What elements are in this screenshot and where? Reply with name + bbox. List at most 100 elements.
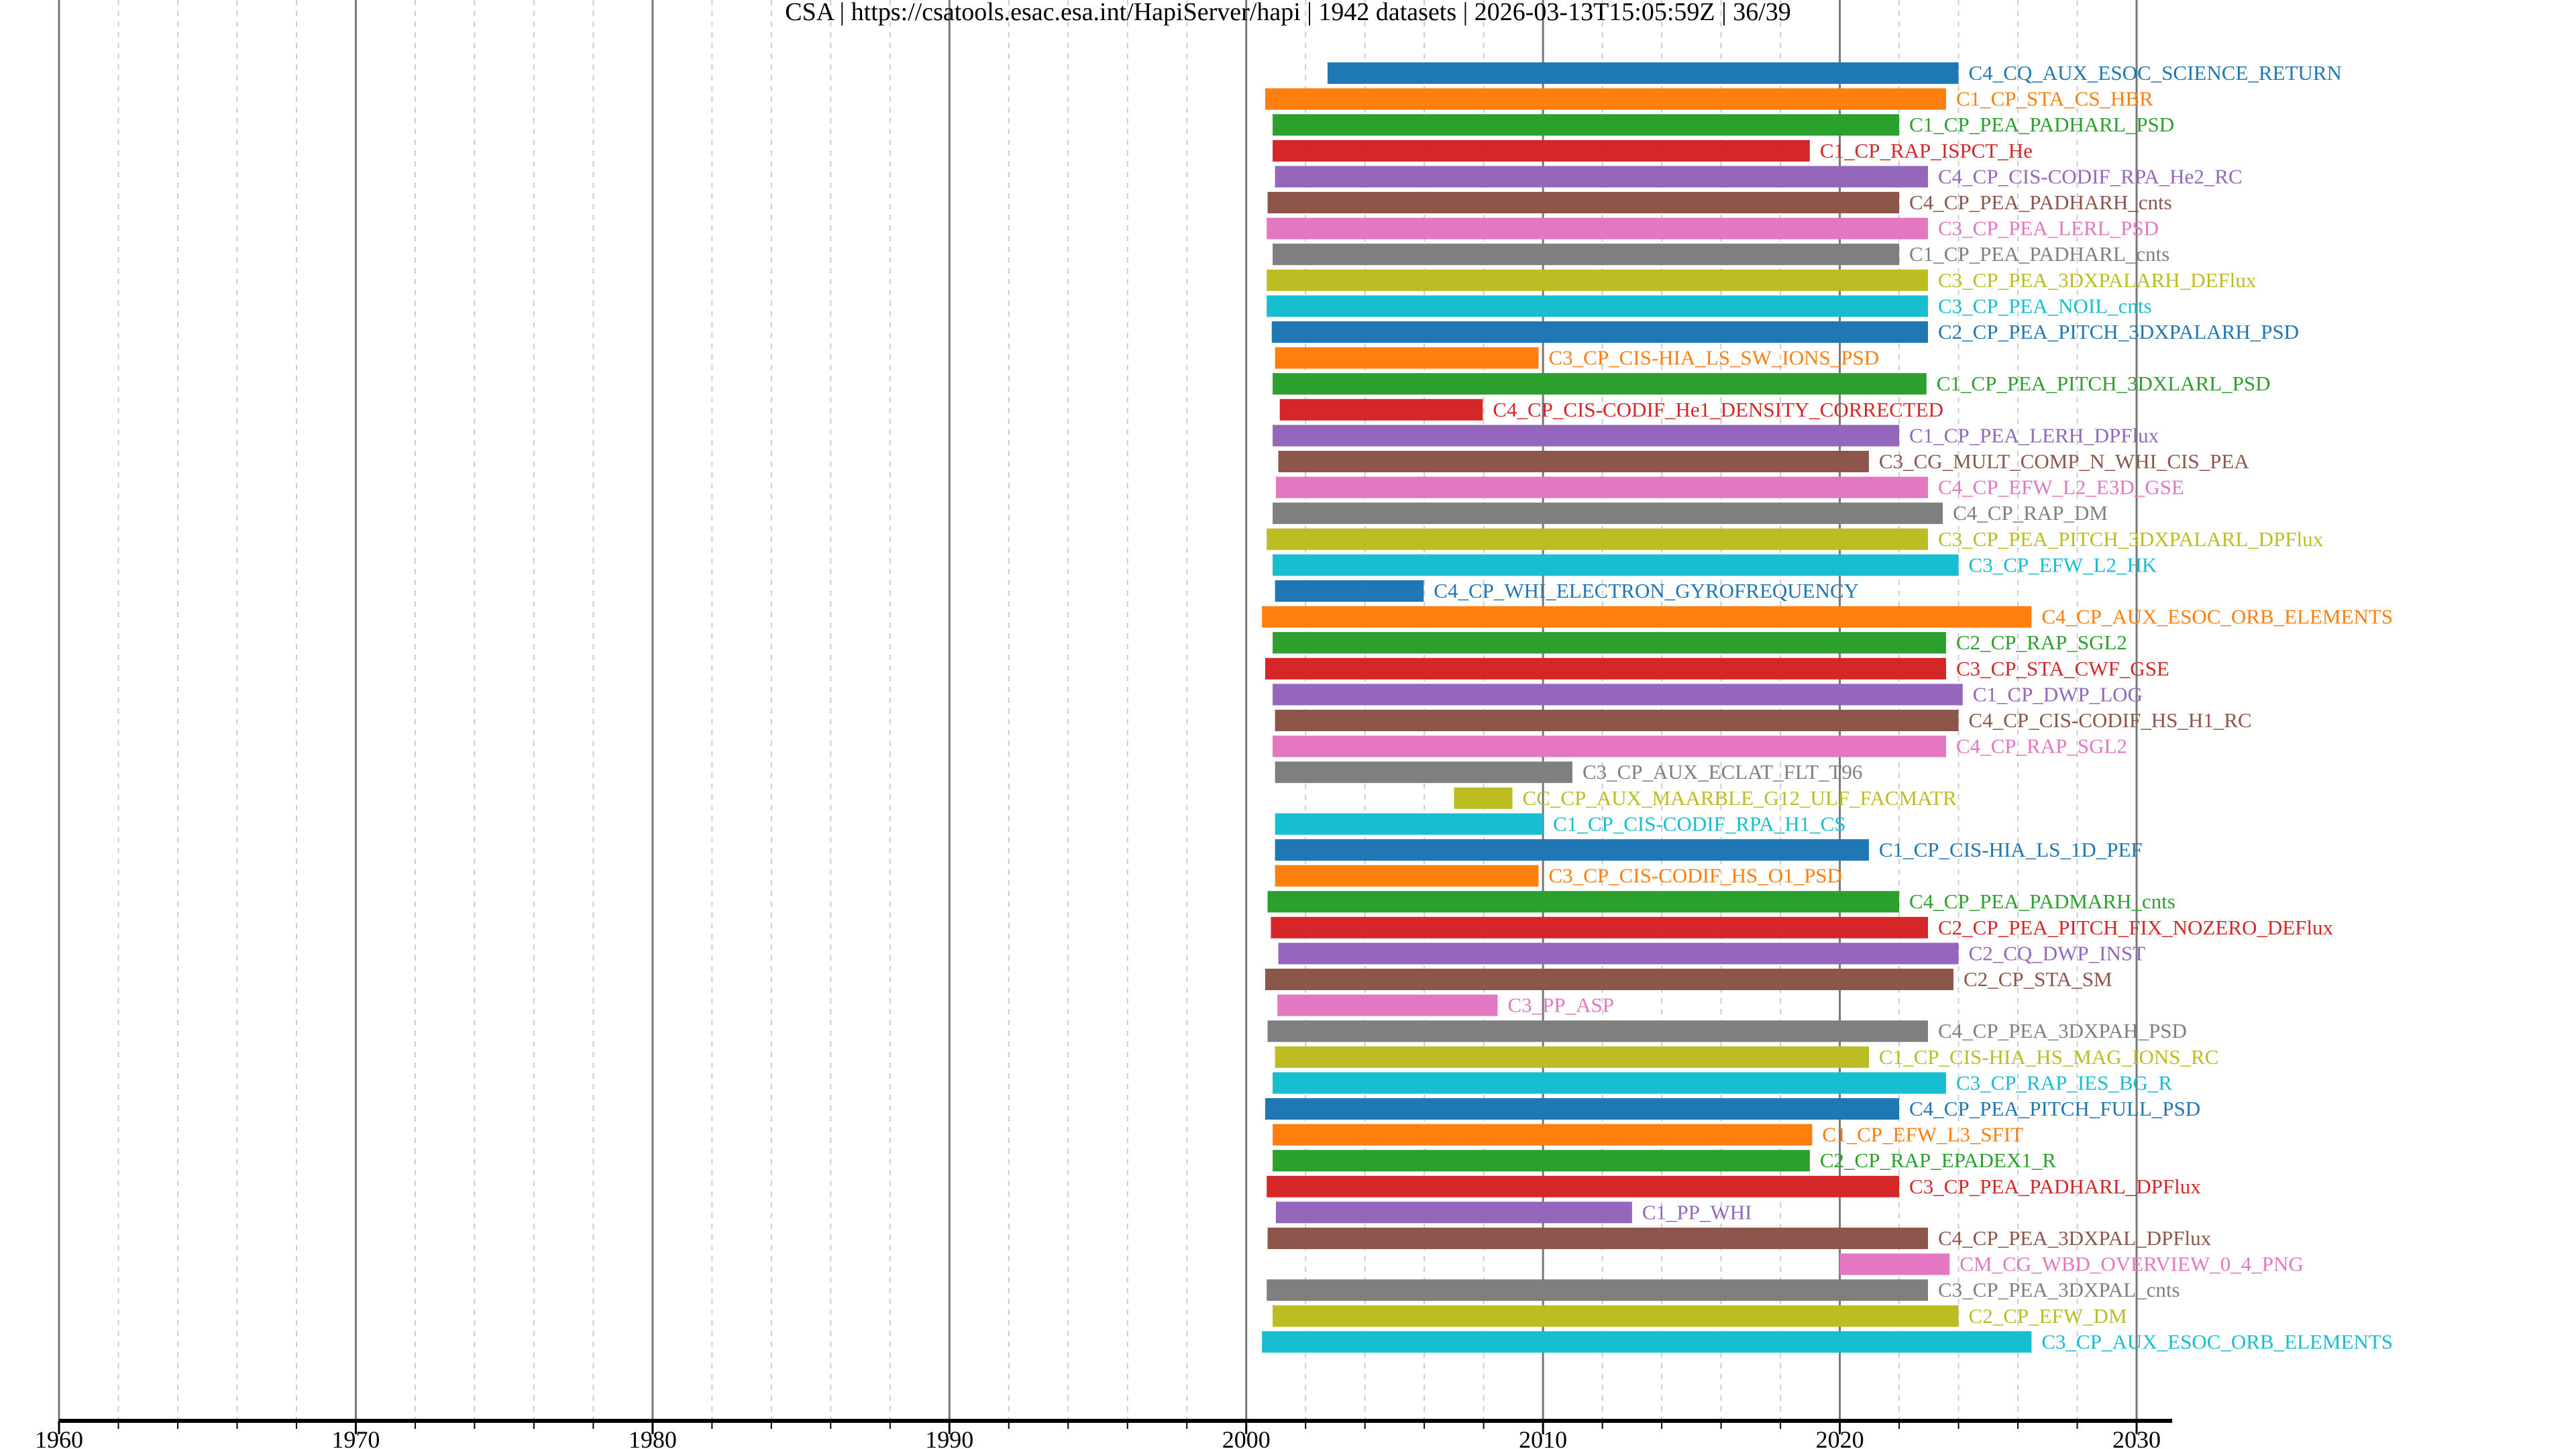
- dataset-bar: [1271, 321, 1928, 343]
- dataset-label: C3_CP_PEA_LERL_PSD: [1938, 217, 2159, 240]
- dataset-label: C4_CP_EFW_L2_E3D_GSE: [1938, 476, 2184, 499]
- dataset-bar: [1275, 710, 1959, 731]
- dataset-label: C4_CP_CIS-CODIF_HS_H1_RC: [1969, 708, 2252, 732]
- dataset-label: C3_CP_CIS-CODIF_HS_O1_PSD: [1549, 864, 1843, 888]
- dataset-bar: [1273, 735, 1946, 757]
- dataset-bar: [1262, 1331, 2032, 1353]
- dataset-label: C1_CP_PEA_LERH_DPFlux: [1909, 423, 2159, 447]
- x-tick-label: 2000: [1222, 1426, 1271, 1449]
- dataset-bar: [1273, 1124, 1813, 1146]
- dataset-bar: [1275, 580, 1424, 602]
- dataset-label: C3_CP_PEA_3DXPALARH_DEFlux: [1938, 268, 2257, 292]
- dataset-bar: [1277, 994, 1498, 1016]
- dataset-bar: [1267, 1228, 1928, 1249]
- dataset-label: C1_CP_CIS-HIA_HS_MAG_IONS_RC: [1879, 1045, 2218, 1069]
- dataset-bar: [1267, 217, 1928, 239]
- dataset-bar: [1273, 1072, 1946, 1094]
- bar-labels: C4_CQ_AUX_ESOC_SCIENCE_RETURNC1_CP_STA_C…: [1434, 61, 2393, 1353]
- x-tick-label: 1990: [925, 1426, 973, 1449]
- dataset-label: CM_CG_WBD_OVERVIEW_0_4_PNG: [1960, 1252, 2303, 1276]
- bars: [1262, 62, 2032, 1353]
- dataset-label: C4_CP_PEA_PADHARH_cnts: [1909, 191, 2172, 214]
- dataset-label: C2_CP_RAP_SGL2: [1956, 631, 2127, 654]
- dataset-label: C1_CP_PEA_PADHARL_PSD: [1909, 113, 2174, 136]
- dataset-label: C2_CP_RAP_EPADEX1_R: [1820, 1148, 2056, 1172]
- dataset-label: C3_PP_ASP: [1507, 994, 1614, 1017]
- dataset-bar: [1267, 295, 1928, 317]
- dataset-label: C3_CP_CIS-HIA_LS_SW_IONS_PSD: [1549, 346, 1880, 370]
- x-tick-label: 1980: [629, 1426, 677, 1449]
- dataset-label: C4_CP_PEA_PITCH_FULL_PSD: [1909, 1097, 2200, 1120]
- dataset-bar: [1275, 166, 1928, 188]
- x-tick-label: 2030: [2112, 1426, 2161, 1449]
- dataset-bar: [1271, 916, 1928, 938]
- x-tick-label: 1970: [331, 1426, 380, 1449]
- dataset-bar: [1267, 1175, 1900, 1197]
- dataset-bar: [1279, 398, 1483, 421]
- dataset-bar: [1278, 451, 1869, 472]
- dataset-label: C4_CP_CIS-CODIF_RPA_He2_RC: [1938, 164, 2243, 188]
- dataset-label: C3_CG_MULT_COMP_N_WHI_CIS_PEA: [1879, 449, 2249, 473]
- dataset-bar: [1267, 269, 1928, 291]
- dataset-bar: [1273, 502, 1943, 525]
- dataset-bar: [1275, 1046, 1869, 1068]
- dataset-label: CC_CP_AUX_MAARBLE_G12_ULF_FACMATR: [1523, 786, 1957, 810]
- x-axis: 1960 1970 1980 1990 2000 2010 2020 2030: [35, 1419, 2173, 1449]
- dataset-label: C2_CP_EFW_DM: [1969, 1304, 2127, 1328]
- dataset-bar: [1275, 761, 1572, 784]
- dataset-bar: [1278, 943, 1959, 965]
- dataset-label: C1_CP_CIS-CODIF_RPA_H1_CS: [1553, 812, 1845, 835]
- dataset-label: C4_CP_AUX_ESOC_ORB_ELEMENTS: [2041, 605, 2393, 629]
- dataset-bar: [1267, 192, 1900, 213]
- dataset-bar: [1273, 114, 1900, 136]
- dataset-label: C3_CP_AUX_ESOC_ORB_ELEMENTS: [2041, 1330, 2393, 1353]
- dataset-label: C4_CP_RAP_DM: [1953, 501, 2108, 525]
- dataset-bar: [1454, 787, 1513, 809]
- dataset-label: C1_CP_STA_CS_HBR: [1956, 87, 2153, 111]
- dataset-bar: [1265, 657, 1946, 680]
- dataset-bar: [1265, 969, 1954, 990]
- dataset-label: C4_CP_PEA_3DXPAL_DPFlux: [1938, 1226, 2212, 1250]
- dataset-label: C1_CP_RAP_ISPCT_He: [1820, 139, 2033, 162]
- dataset-bar: [1267, 891, 1900, 913]
- dataset-label: C2_CP_STA_SM: [1964, 967, 2112, 991]
- dataset-bar: [1273, 632, 1946, 654]
- dataset-label: C2_CP_PEA_PITCH_FIX_NOZERO_DEFlux: [1938, 916, 2334, 939]
- dataset-bar: [1275, 476, 1928, 498]
- dataset-bar: [1275, 865, 1539, 887]
- dataset-bar: [1267, 1020, 1928, 1042]
- dataset-label: C4_CP_PEA_PADMARH_cnts: [1909, 890, 2176, 913]
- dataset-label: C1_PP_WHI: [1642, 1200, 1752, 1224]
- dataset-label: C3_CP_STA_CWF_GSE: [1956, 657, 2169, 680]
- dataset-bar: [1273, 1150, 1810, 1172]
- x-tick-label: 1960: [35, 1426, 83, 1449]
- dataset-bar: [1273, 425, 1900, 447]
- dataset-label: C3_CP_PEA_PITCH_3DXPALARL_DPFlux: [1938, 527, 2324, 551]
- dataset-bar: [1273, 244, 1900, 266]
- dataset-bar: [1265, 88, 1946, 110]
- dataset-bar: [1273, 373, 1927, 395]
- dataset-bar: [1275, 839, 1869, 861]
- dataset-label: C1_CP_CIS-HIA_LS_1D_PEF: [1879, 838, 2143, 861]
- dataset-label: C3_CP_PEA_NOIL_cnts: [1938, 294, 2152, 317]
- x-tick-label: 2010: [1519, 1426, 1567, 1449]
- dataset-bar: [1273, 1305, 1959, 1327]
- dataset-bar: [1839, 1253, 1950, 1275]
- dataset-bar: [1273, 684, 1963, 706]
- dataset-label: C3_CP_RAP_IES_BG_R: [1956, 1071, 2172, 1094]
- dataset-bar: [1275, 347, 1539, 369]
- dataset-bar: [1273, 554, 1959, 576]
- dataset-label: C4_CP_PEA_3DXPAH_PSD: [1938, 1019, 2187, 1042]
- chart-title: CSA | https://csatools.esac.esa.int/Hapi…: [785, 0, 1791, 26]
- dataset-bar: [1262, 606, 2032, 628]
- dataset-label: C4_CP_CIS-CODIF_He1_DENSITY_CORRECTED: [1493, 398, 1943, 421]
- dataset-bar: [1267, 1279, 1928, 1301]
- dataset-label: C4_CQ_AUX_ESOC_SCIENCE_RETURN: [1969, 61, 2342, 85]
- dataset-label: C4_CP_WHI_ELECTRON_GYROFREQUENCY: [1434, 579, 1859, 602]
- dataset-label: C1_CP_PEA_PITCH_3DXLARL_PSD: [1937, 372, 2271, 395]
- dataset-bar: [1265, 1098, 1900, 1120]
- dataset-label: C4_CP_RAP_SGL2: [1956, 735, 2127, 758]
- x-tick-label: 2020: [1816, 1426, 1864, 1449]
- dataset-bar: [1327, 62, 1959, 84]
